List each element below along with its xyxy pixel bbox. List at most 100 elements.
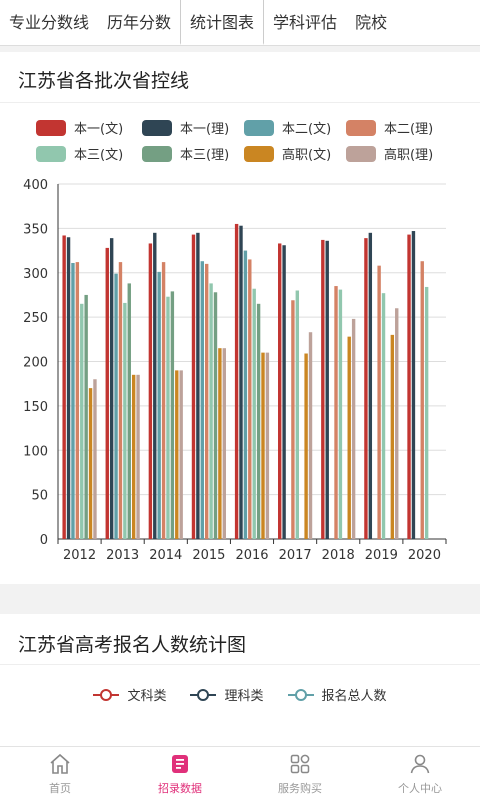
y-tick-label: 150 [23, 400, 48, 415]
bar [334, 286, 338, 539]
bar [291, 300, 295, 539]
y-tick-label: 350 [23, 222, 48, 237]
bar [239, 225, 243, 539]
control-line-card: 江苏省各批次省控线 本一(文) 本一(理) 本二(文) 本二(理) 本三(文) 本三(理)… [0, 52, 480, 584]
bar [407, 234, 411, 539]
y-tick-label: 200 [23, 356, 48, 371]
legend-label: 报名总人数 [321, 689, 387, 704]
bar [153, 232, 157, 539]
legend-item[interactable]: 本三(文) [36, 144, 123, 163]
x-tick-label: 2018 [322, 548, 355, 563]
y-tick-label: 250 [23, 311, 48, 326]
bar [321, 239, 325, 539]
bar [88, 388, 93, 539]
legend-swatch [142, 119, 172, 136]
line-marker-icon [287, 688, 314, 701]
legend-item[interactable]: 高职(理) [346, 144, 433, 163]
bar [114, 273, 118, 539]
bar [411, 231, 416, 539]
legend-item[interactable]: 本二(文) [244, 118, 331, 137]
bar [218, 348, 222, 539]
legend-item-arts[interactable]: 文科类 [93, 685, 166, 704]
bar [109, 238, 114, 539]
y-tick-label: 300 [23, 267, 48, 282]
line-marker-icon [190, 688, 217, 701]
bar [191, 234, 196, 539]
bar [157, 271, 161, 539]
legend-swatch [142, 145, 172, 162]
legend-item[interactable]: 高职(文) [244, 144, 331, 163]
bar [420, 261, 424, 539]
nav-admission-data[interactable]: 招录数据 [120, 747, 240, 800]
tab-colleges[interactable]: 院校 [355, 13, 388, 32]
x-tick-label: 2019 [365, 548, 398, 563]
nav-service-purchase[interactable]: 服务购买 [240, 747, 360, 800]
legend-swatch [36, 119, 66, 136]
tab-major-scores[interactable]: 专业分数线 [9, 13, 90, 32]
bar [377, 265, 381, 539]
bar [248, 259, 252, 539]
bar [390, 334, 395, 539]
bar [381, 293, 386, 539]
legend-item-total[interactable]: 报名总人数 [287, 685, 387, 704]
legend-label: 高职(文) [282, 148, 332, 163]
legend-swatch [244, 145, 274, 162]
bar [200, 261, 204, 539]
bar [325, 240, 329, 540]
bar [93, 379, 97, 539]
bar [256, 303, 261, 539]
bar [196, 232, 200, 539]
bar [209, 283, 213, 539]
bar [347, 336, 351, 539]
bar [261, 352, 265, 539]
divider [0, 664, 480, 665]
enrollment-card: 江苏省高考报名人数统计图 文科类 理科类 报名总人数 [0, 614, 480, 746]
bar [213, 292, 218, 539]
chart-legend: 文科类 理科类 报名总人数 [0, 685, 480, 704]
x-tick-label: 2013 [106, 548, 139, 563]
bar [75, 262, 80, 539]
y-tick-label: 50 [31, 489, 48, 504]
legend-swatch [244, 119, 274, 136]
legend-item-science[interactable]: 理科类 [190, 685, 264, 704]
x-tick-label: 2015 [192, 548, 225, 563]
x-tick-label: 2017 [279, 548, 312, 563]
legend-item[interactable]: 本一(文) [36, 118, 123, 137]
x-tick-label: 2020 [408, 548, 441, 563]
legend-item[interactable]: 本三(理) [142, 144, 229, 163]
legend-item[interactable]: 本二(理) [346, 118, 433, 137]
x-tick-label: 2014 [149, 548, 182, 563]
bar [368, 232, 373, 539]
nav-home[interactable]: 首页 [0, 747, 120, 800]
bar [175, 370, 179, 539]
bar [304, 353, 308, 539]
bar [71, 262, 75, 539]
bar [234, 223, 239, 539]
bar [265, 352, 270, 539]
nav-label: 个人中心 [398, 781, 442, 795]
legend-label: 本三(文) [74, 148, 124, 163]
divider [0, 102, 480, 103]
legend-swatch [346, 119, 376, 136]
bar-chart: 0 50 100 150 200 250 300 350 400 2012 2013 2014 2015… [23, 178, 447, 563]
bottom-nav: 首页 招录数据 服务购买 个人中心 [0, 746, 480, 800]
tab-historical-scores[interactable]: 历年分数 [107, 13, 172, 32]
y-tick-label: 0 [40, 533, 48, 548]
nav-profile[interactable]: 个人中心 [360, 747, 480, 800]
bar [252, 288, 256, 539]
legend-item[interactable]: 本一(理) [142, 118, 229, 137]
legend-label: 本三(理) [180, 148, 230, 163]
bar [62, 235, 66, 539]
tab-subject-evaluation[interactable]: 学科评估 [273, 13, 338, 32]
bar [127, 283, 131, 539]
bar [424, 286, 429, 539]
y-tick-label: 100 [23, 444, 48, 459]
bar [123, 302, 127, 539]
tab-bar: 专业分数线 历年分数 统计图表 学科评估 院校 [0, 0, 480, 46]
bar [338, 289, 343, 539]
bar [278, 243, 282, 539]
tab-charts[interactable]: 统计图表 [180, 0, 265, 45]
nav-label: 服务购买 [278, 781, 322, 795]
legend-label: 本一(理) [180, 122, 230, 137]
bar [351, 318, 356, 539]
